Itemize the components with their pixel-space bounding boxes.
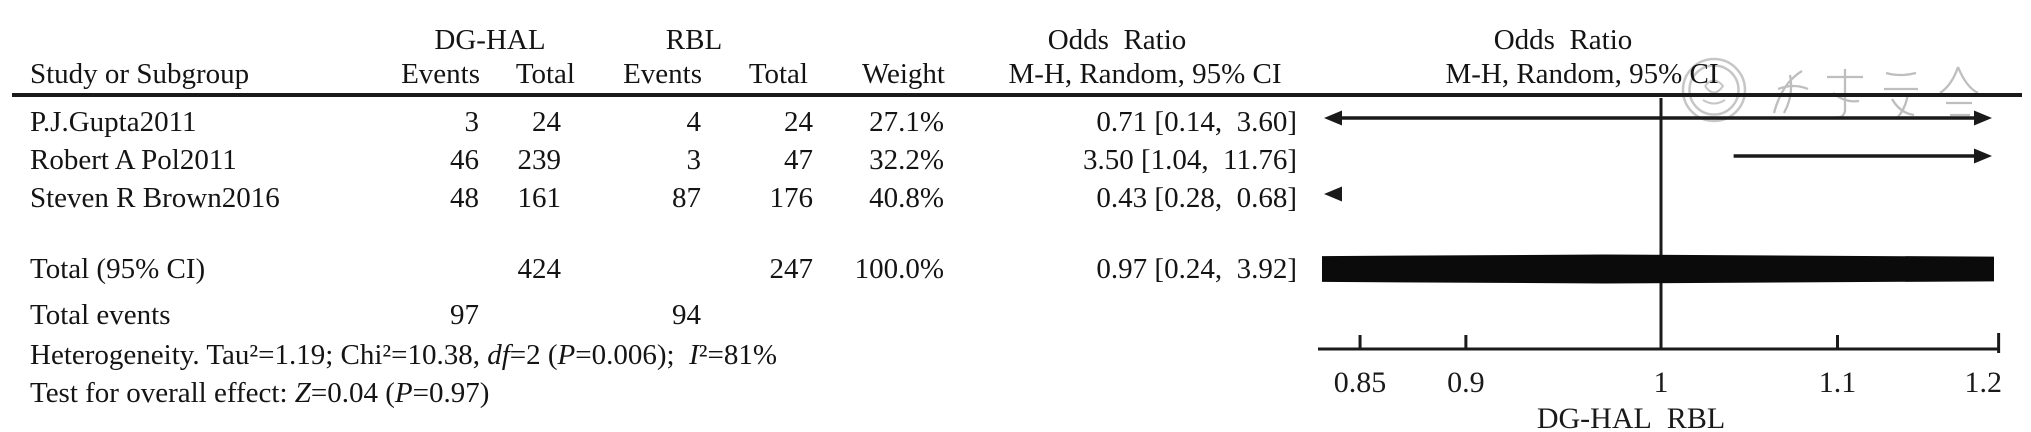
group-header-dg-hal: DG-HAL bbox=[434, 24, 546, 56]
events-dghal: 3 bbox=[464, 106, 480, 138]
events-rbl: 4 bbox=[686, 106, 702, 138]
axis-tick-label: 0.85 bbox=[1334, 366, 1387, 399]
weight-value: 32.2% bbox=[869, 144, 944, 176]
ci-text: 0.43 [0.28, 0.68] bbox=[1096, 182, 1297, 214]
axis-caption: DG-HAL RBL bbox=[1537, 402, 1725, 432]
weight-value: 40.8% bbox=[869, 182, 944, 214]
col-header-mh-ci-left: M-H, Random, 95% CI bbox=[1008, 58, 1282, 90]
watermark-seal bbox=[1681, 57, 1979, 123]
header-separator-line bbox=[12, 93, 2022, 97]
col-header-events-rbl: Events bbox=[623, 58, 702, 90]
arrowhead-left-icon bbox=[1324, 110, 1342, 126]
summary-diamond bbox=[1322, 254, 1994, 284]
total-rbl: 47 bbox=[784, 144, 813, 176]
ci-text: 0.71 [0.14, 3.60] bbox=[1096, 106, 1297, 138]
col-header-weight: Weight bbox=[861, 58, 945, 90]
study-name: P.J.Gupta2011 bbox=[30, 106, 197, 138]
total-weight: 100.0% bbox=[854, 253, 944, 285]
arrowhead-left-icon bbox=[1324, 186, 1342, 202]
arrowhead-right-icon bbox=[1974, 148, 1992, 164]
heterogeneity-stats: Heterogeneity. Tau²=1.19; Chi²=10.38, df… bbox=[30, 339, 777, 371]
total-rbl: 176 bbox=[769, 182, 814, 214]
total-dghal-sum: 424 bbox=[517, 253, 562, 285]
weight-value: 27.1% bbox=[869, 106, 944, 138]
total-dghal: 161 bbox=[517, 182, 562, 214]
total-rbl-sum: 247 bbox=[769, 253, 814, 285]
events-rbl: 3 bbox=[686, 144, 702, 176]
total-row-label: Total (95% CI) bbox=[30, 253, 206, 285]
arrowhead-right-icon bbox=[1974, 110, 1992, 126]
axis-tick-label: 0.9 bbox=[1447, 366, 1485, 399]
watermark-circle bbox=[1681, 57, 1747, 123]
group-header-rbl: RBL bbox=[665, 24, 723, 56]
events-rbl: 87 bbox=[672, 182, 701, 214]
study-name: Robert A Pol2011 bbox=[30, 144, 237, 176]
total-events-rbl: 94 bbox=[672, 299, 701, 331]
study-name: Steven R Brown2016 bbox=[30, 182, 280, 214]
group-header-odds-ratio-right: Odds Ratio bbox=[1493, 24, 1633, 56]
events-dghal: 48 bbox=[450, 182, 479, 214]
total-events-dghal: 97 bbox=[450, 299, 479, 331]
col-header-total-rbl: Total bbox=[748, 58, 808, 90]
events-dghal: 46 bbox=[450, 144, 479, 176]
total-dghal: 239 bbox=[517, 144, 562, 176]
ci-text: 3.50 [1.04, 11.76] bbox=[1083, 144, 1297, 176]
group-header-odds-ratio-left: Odds Ratio bbox=[1047, 24, 1187, 56]
axis-tick-label: 1 bbox=[1654, 366, 1669, 399]
overall-effect-stats: Test for overall effect: Z=0.04 (P=0.97) bbox=[30, 377, 490, 409]
col-header-mh-ci-right: M-H, Random, 95% CI bbox=[1445, 58, 1719, 90]
total-ci-text: 0.97 [0.24, 3.92] bbox=[1096, 253, 1297, 285]
axis-tick-label: 1.2 bbox=[1965, 366, 2003, 399]
col-header-total-dghal: Total bbox=[515, 58, 575, 90]
col-header-events-dghal: Events bbox=[401, 58, 480, 90]
col-header-study: Study or Subgroup bbox=[30, 58, 250, 90]
total-events-label: Total events bbox=[30, 299, 171, 331]
axis-tick-label: 1.1 bbox=[1819, 366, 1857, 399]
forest-plot-panel: 0.85 0.9 1 1.1 1.2 DG-HAL RBL bbox=[1318, 98, 2003, 432]
total-rbl: 24 bbox=[784, 106, 813, 138]
total-dghal: 24 bbox=[532, 106, 561, 138]
